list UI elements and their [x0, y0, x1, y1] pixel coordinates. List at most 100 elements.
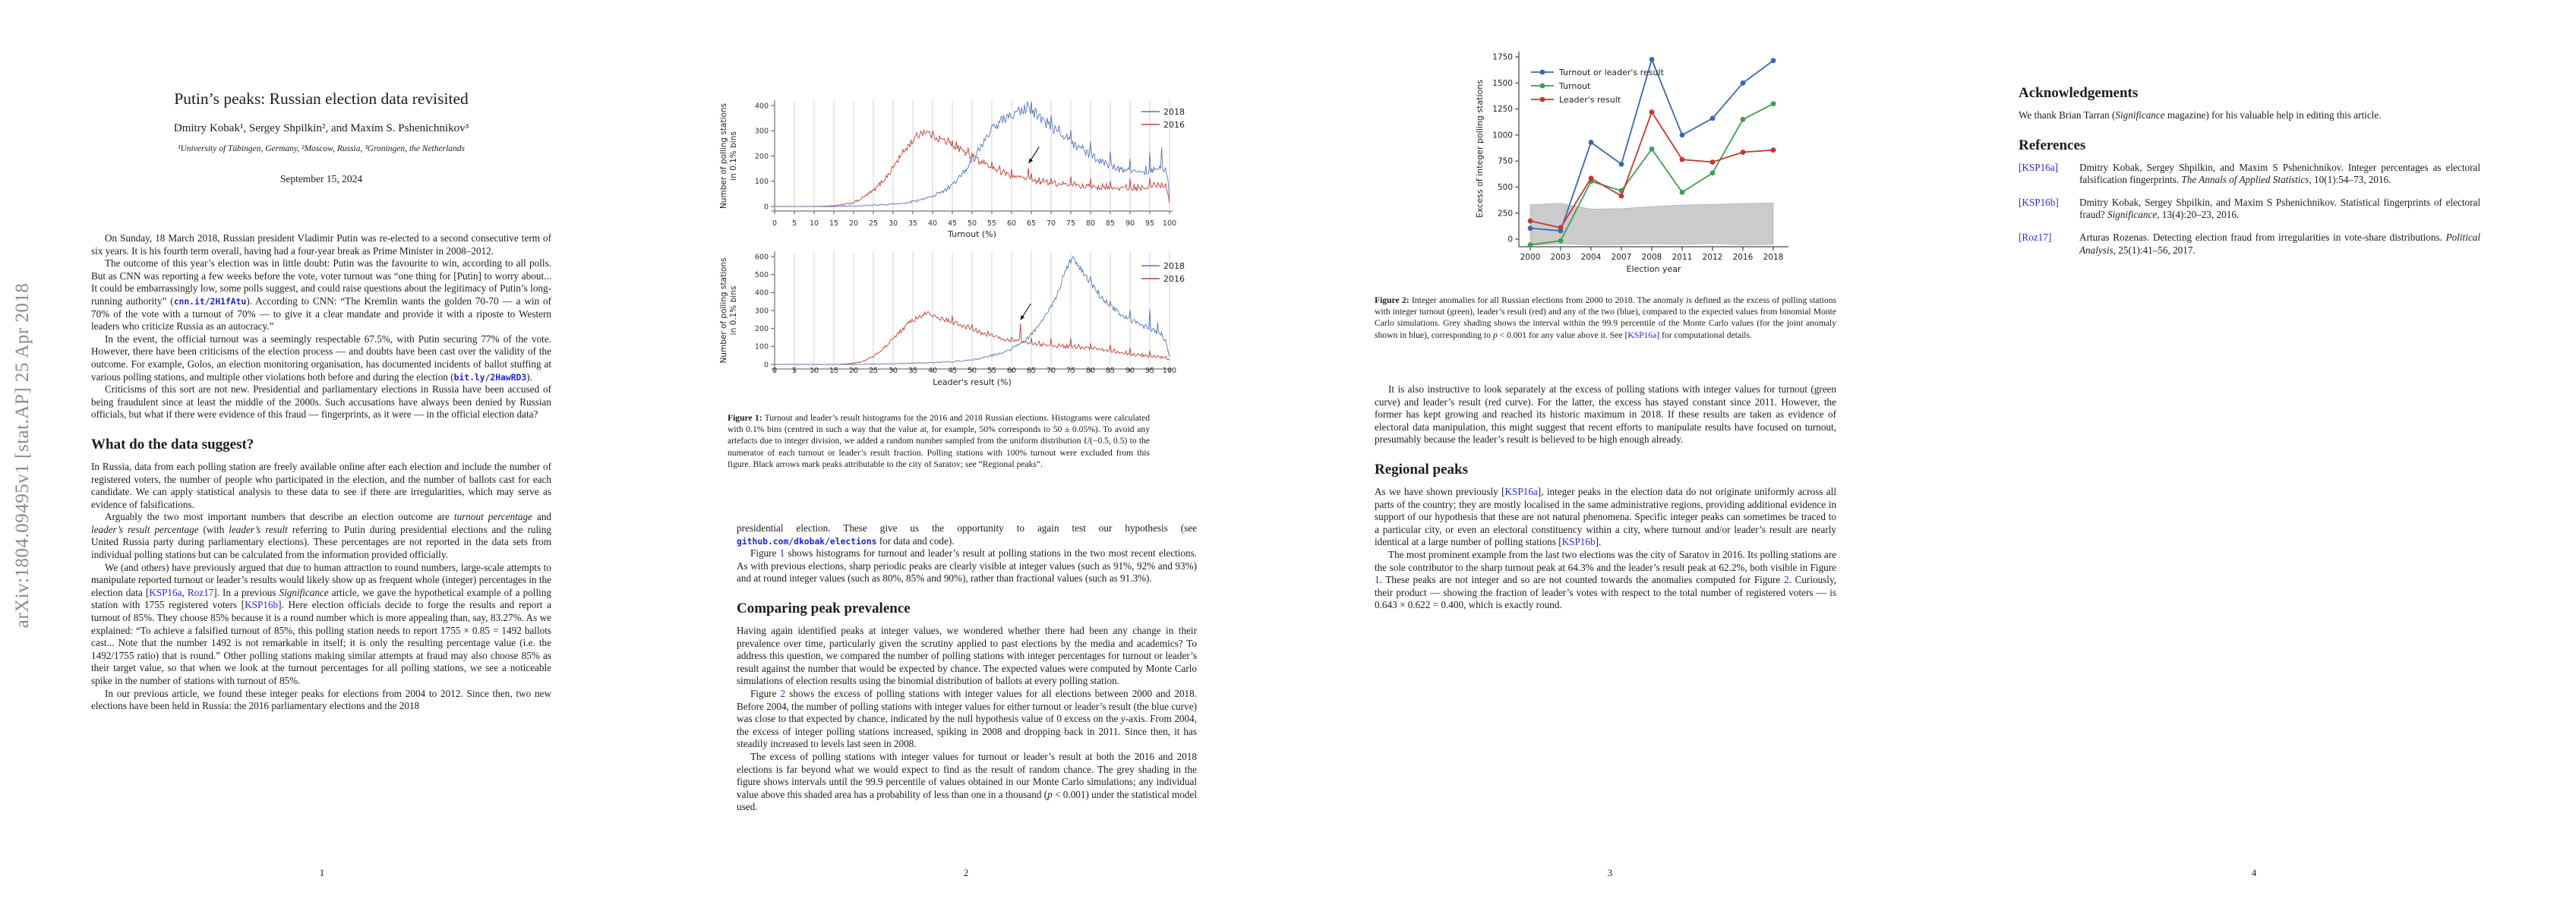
- text-segment: , 13(4):20–23, 2016.: [2157, 209, 2240, 221]
- citation-link[interactable]: KSP16b: [245, 599, 279, 611]
- svg-text:Turnout or leader's result: Turnout or leader's result: [1558, 68, 1664, 77]
- paragraph: Having again identified peaks at integer…: [737, 625, 1197, 688]
- data-point: [1679, 156, 1685, 162]
- page-number: 3: [1607, 867, 1613, 878]
- svg-text:100: 100: [1163, 219, 1176, 228]
- svg-text:0: 0: [1507, 235, 1513, 244]
- section-heading-references: References: [2019, 137, 2086, 153]
- svg-text:65: 65: [1027, 219, 1036, 228]
- data-point: [1770, 147, 1776, 153]
- text-segment: presidential election. These give us the…: [737, 522, 1197, 534]
- text-segment: Significance: [2107, 209, 2158, 221]
- text-segment: As we have shown previously [: [1375, 485, 1505, 497]
- svg-text:400: 400: [755, 102, 769, 110]
- svg-text:70: 70: [1046, 367, 1056, 375]
- text-segment: < 0.001 for any value above it. See [: [1497, 329, 1628, 340]
- reference-label[interactable]: [KSP16b]: [2019, 196, 2059, 208]
- svg-text:2018: 2018: [1163, 107, 1185, 117]
- svg-text:300: 300: [755, 128, 769, 136]
- svg-text:1000: 1000: [1492, 131, 1513, 140]
- data-point: [1740, 80, 1746, 86]
- series-2018: [775, 256, 1170, 365]
- text-segment: The outcome of this year’s election was …: [91, 257, 551, 307]
- svg-text:Turnout: Turnout: [1558, 81, 1591, 91]
- text-segment: In Russia, data from each polling statio…: [91, 460, 551, 510]
- svg-text:45: 45: [948, 219, 957, 228]
- svg-text:15: 15: [829, 219, 838, 228]
- external-link[interactable]: cnn.it/2H1fAtu: [173, 295, 247, 307]
- reference-label[interactable]: [Roz17]: [2019, 231, 2052, 243]
- svg-text:200: 200: [755, 153, 769, 161]
- reference-text: Dmitry Kobak, Sergey Shpilkin, and Maxim…: [2079, 162, 2480, 187]
- text-segment: On Sunday, 18 March 2018, Russian presid…: [91, 232, 551, 257]
- svg-text:20: 20: [849, 367, 858, 375]
- text-segment: Criticisms of this sort are not new. Pre…: [91, 383, 551, 421]
- citation-link[interactable]: 2: [780, 687, 786, 699]
- citation-link[interactable]: KSP16b: [1561, 536, 1596, 548]
- citation-link[interactable]: KSP16a: [1504, 485, 1538, 497]
- confidence-band: [1530, 202, 1774, 246]
- data-point: [1588, 175, 1594, 181]
- text-segment: Arguably the two most important numbers …: [105, 511, 454, 523]
- page-1: Putin’s peaks: Russian election data rev…: [0, 0, 644, 911]
- svg-text:90: 90: [1125, 367, 1135, 375]
- citation-link[interactable]: KSP16a: [1627, 329, 1657, 340]
- series-2018: [775, 101, 1170, 207]
- data-point: [1618, 161, 1624, 167]
- citation-link[interactable]: KSP16a: [149, 586, 182, 598]
- text-segment: Integer anomalies for all Russian electi…: [1375, 295, 1836, 340]
- citation-link[interactable]: 2: [1783, 574, 1789, 586]
- svg-text:55: 55: [987, 367, 996, 375]
- section-heading-data-suggest: What do the data suggest?: [91, 436, 254, 452]
- text-segment: p: [1047, 788, 1053, 800]
- page-3-column: It is also instructive to look separatel…: [1375, 383, 1836, 612]
- svg-text:10: 10: [810, 219, 819, 228]
- svg-text:90: 90: [1125, 219, 1135, 228]
- data-point: [1679, 132, 1685, 138]
- data-point: [1649, 57, 1655, 62]
- text-segment: ]. In a previous: [213, 586, 279, 598]
- paragraph: In the event, the official turnout was a…: [91, 333, 551, 383]
- reference-entry: [KSP16b] Dmitry Kobak, Sergey Shpilkin, …: [2019, 197, 2480, 222]
- svg-text:70: 70: [1046, 219, 1056, 228]
- svg-text:2007: 2007: [1612, 253, 1632, 262]
- text-segment: Dmitry Kobak, Sergey Shpilkin, and Maxim…: [2079, 196, 2480, 221]
- svg-text:0: 0: [764, 203, 769, 211]
- page-1-body: On Sunday, 18 March 2018, Russian presid…: [91, 232, 551, 713]
- svg-text:80: 80: [1086, 219, 1095, 228]
- figure-2-caption: Figure 2: Integer anomalies for all Russ…: [1375, 295, 1836, 341]
- svg-text:35: 35: [908, 219, 917, 228]
- citation-link[interactable]: 1: [779, 547, 785, 560]
- external-link[interactable]: bit.ly/2HawRD3: [453, 371, 527, 383]
- acknowledgements-text: We thank Brian Tarran (Significance maga…: [2019, 109, 2480, 122]
- data-point: [1588, 140, 1594, 145]
- text-segment: y: [1120, 713, 1125, 725]
- data-point: [1618, 193, 1624, 199]
- citation-link[interactable]: 1: [1375, 574, 1380, 586]
- data-point: [1709, 115, 1716, 121]
- svg-text:Number of polling stations: Number of polling stations: [719, 257, 728, 363]
- svg-text:50: 50: [968, 367, 977, 375]
- svg-text:2003: 2003: [1551, 253, 1571, 262]
- svg-text:55: 55: [987, 219, 996, 228]
- citation-link[interactable]: Roz17: [187, 586, 214, 598]
- text-segment: for data and code).: [876, 534, 955, 547]
- paper-authors: Dmitry Kobak¹, Sergey Shpilkin², and Max…: [173, 122, 469, 134]
- paragraph: In our previous article, we found these …: [91, 688, 551, 713]
- svg-text:in 0.1% bins: in 0.1% bins: [729, 131, 738, 181]
- external-link[interactable]: github.com/dkobak/elections: [737, 535, 877, 547]
- text-segment: We thank Brian Tarran (: [2019, 109, 2116, 121]
- svg-text:1500: 1500: [1492, 79, 1513, 88]
- svg-text:2016: 2016: [1163, 274, 1185, 284]
- figure-1-caption: Figure 1: Turnout and leader’s result hi…: [728, 412, 1150, 470]
- text-segment: . These peaks are not integer and so are…: [1379, 574, 1784, 586]
- reference-label[interactable]: [KSP16a]: [2019, 161, 2059, 173]
- svg-text:75: 75: [1066, 219, 1075, 228]
- svg-text:1250: 1250: [1492, 105, 1513, 114]
- text-segment: Turnout and leader’s result histograms f…: [728, 413, 1151, 446]
- text-segment: ]. Here election officials decide to for…: [91, 599, 551, 686]
- series-2016: [775, 129, 1170, 207]
- svg-text:200: 200: [755, 325, 769, 333]
- reference-text: Arturas Rozenas. Detecting election frau…: [2079, 232, 2480, 257]
